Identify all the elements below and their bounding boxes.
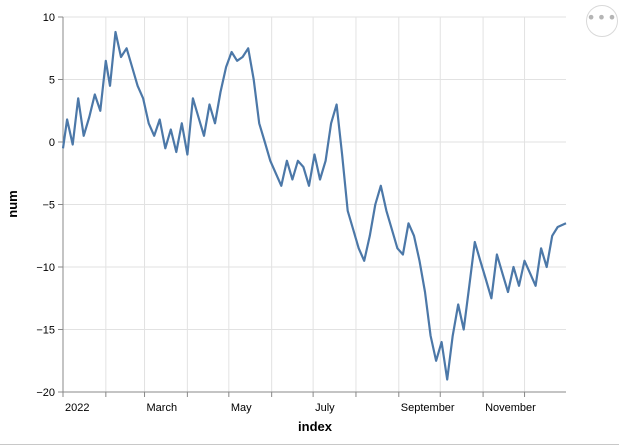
grid-lines [62,16,566,393]
x-tick-label: September [401,402,455,414]
y-tick-label: −10 [36,262,55,274]
x-tick-label: November [485,402,536,414]
y-tick-label: −20 [36,387,55,399]
x-tick-label: July [315,402,335,414]
x-tick-label: March [147,402,178,414]
y-tick-label: 5 [49,75,55,87]
y-tick-label: 10 [43,12,55,24]
tick-labels: 10 5 0 −5 −10 −15 −20 2022 March May July September… [36,12,536,414]
divider [0,444,619,445]
y-tick-label: −5 [42,200,55,212]
y-axis-title: num [5,190,20,217]
x-axis-title: index [298,419,333,434]
ellipsis-icon: ••• [586,8,618,27]
x-tick-label: May [231,402,252,414]
axes [58,16,566,397]
chart-actions-menu-button[interactable]: ••• [586,5,618,37]
series-line [61,30,567,381]
x-tick-label: 2022 [65,402,89,414]
y-tick-label: 0 [49,137,55,149]
y-tick-label: −15 [36,325,55,337]
